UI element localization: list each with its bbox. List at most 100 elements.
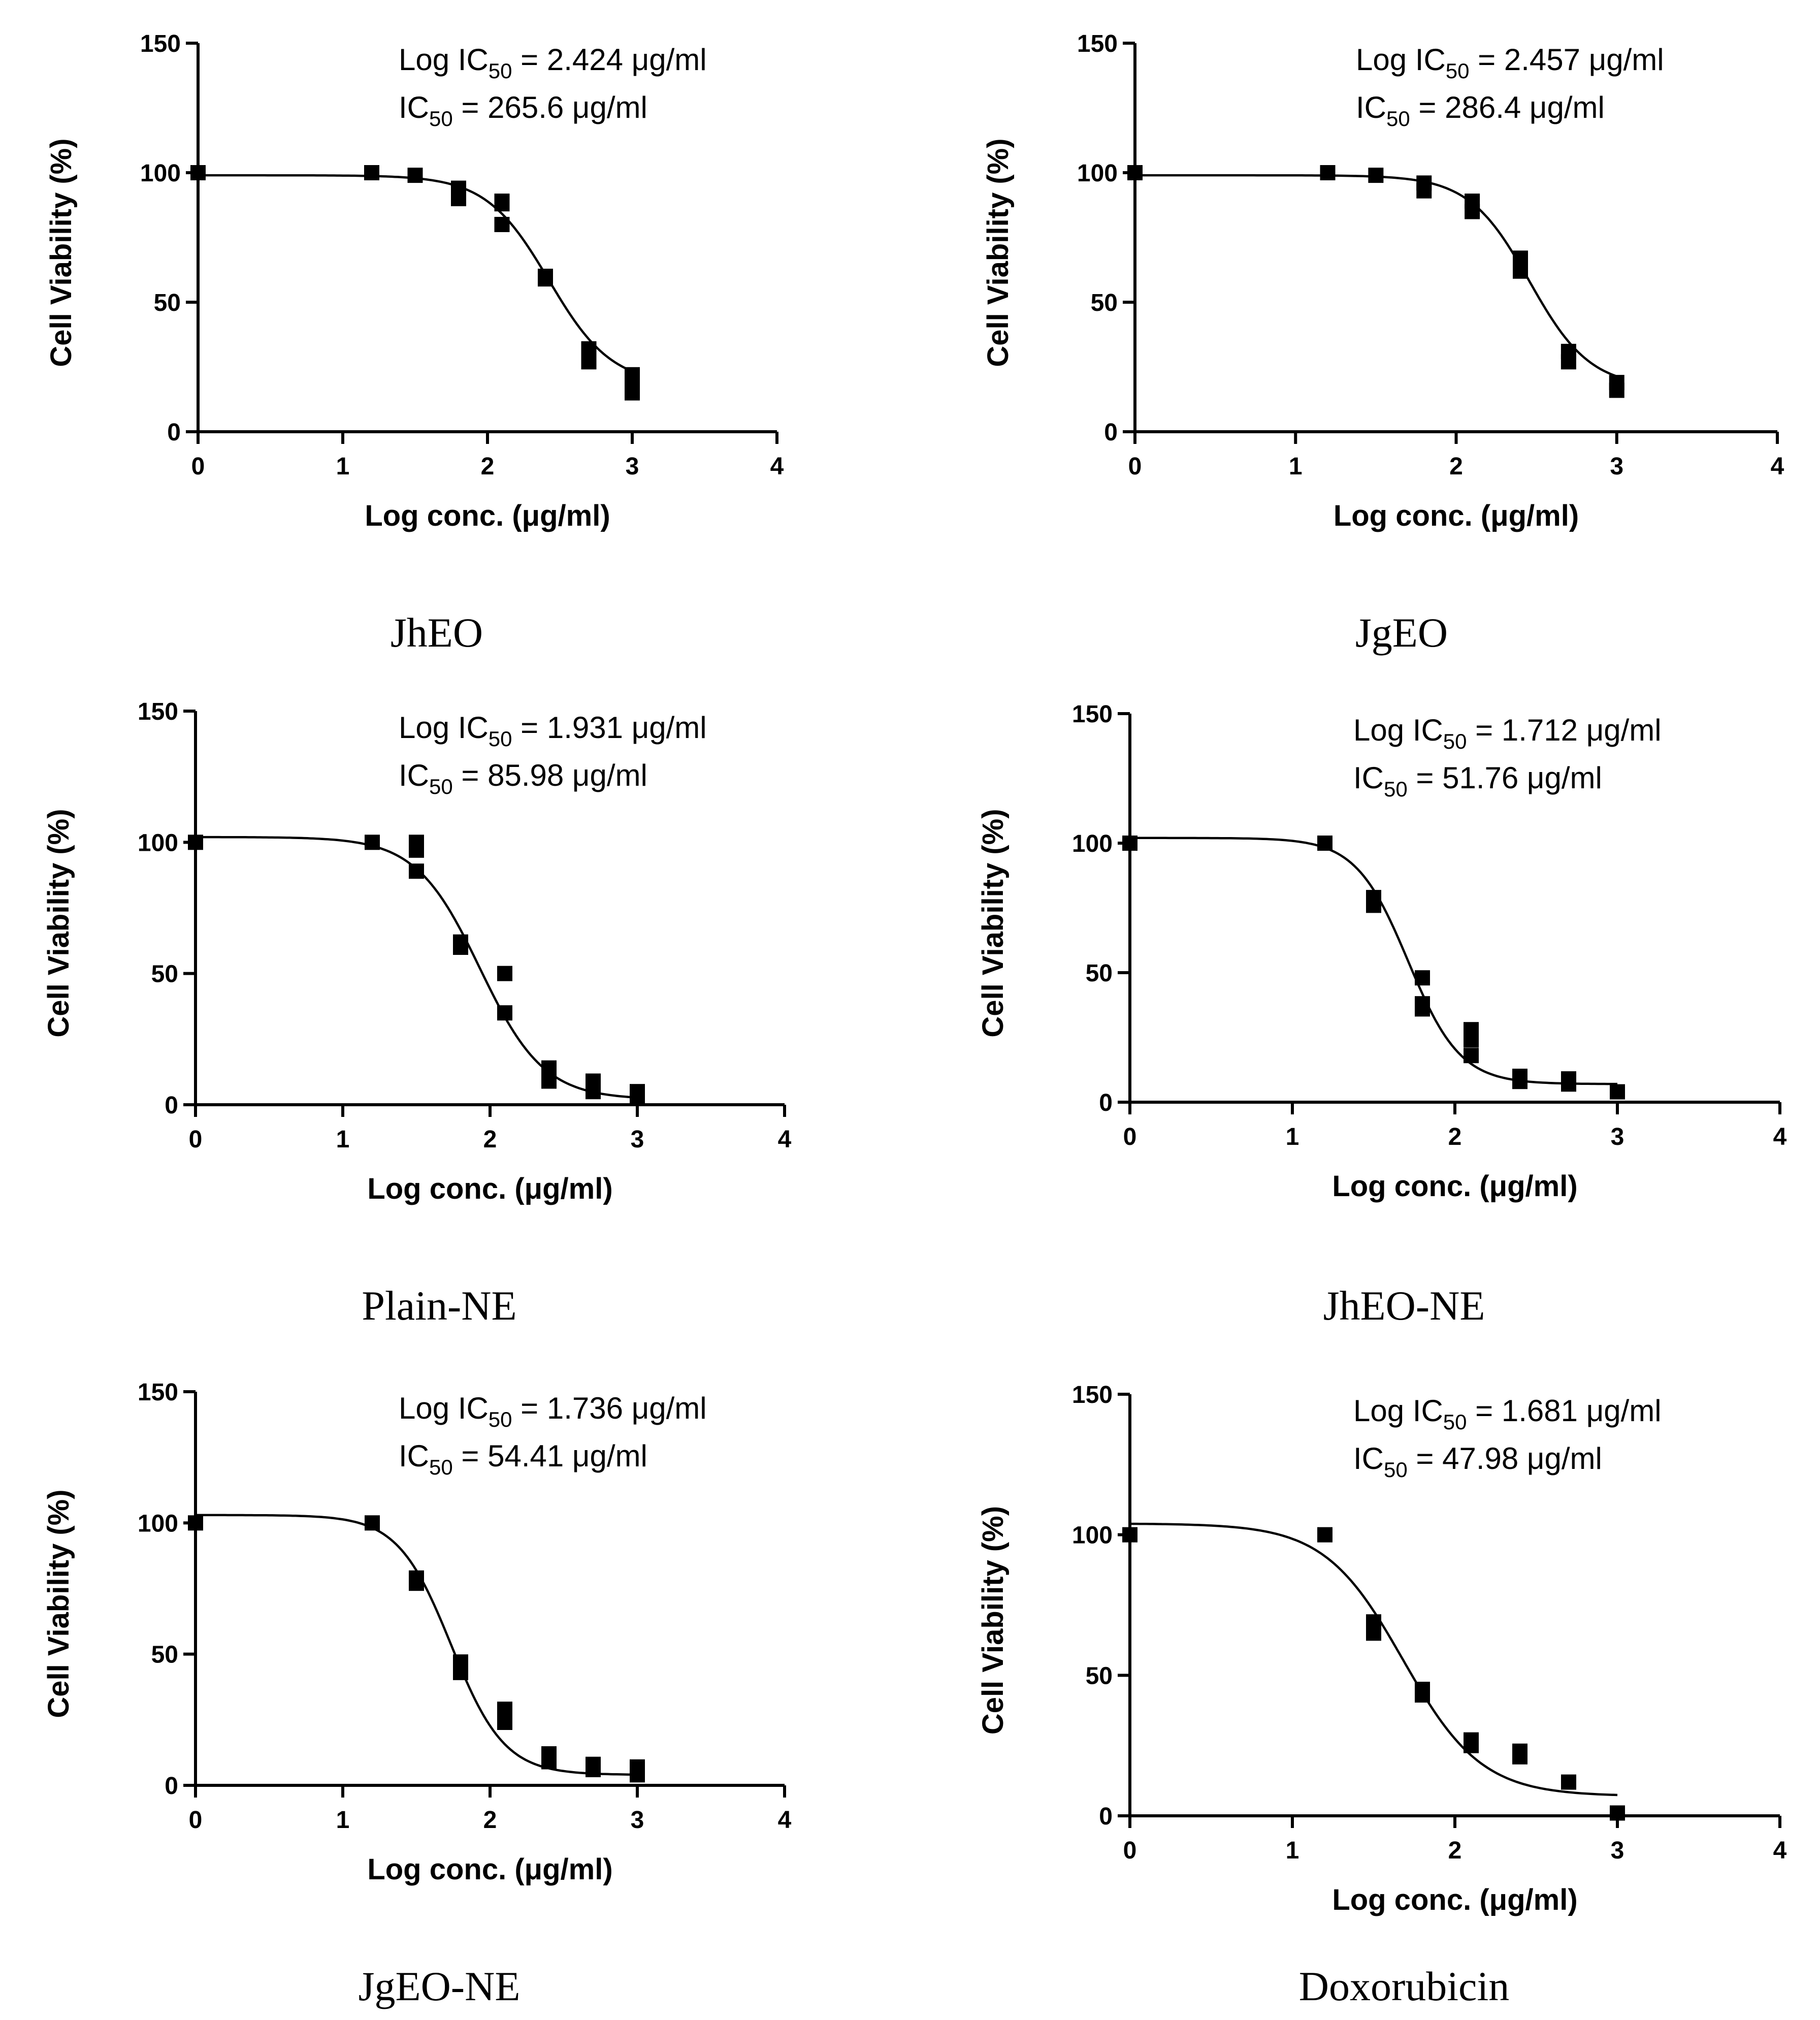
x-tick-label: 1: [1289, 453, 1303, 480]
log-ic50-annotation: Log IC50 = 1.931 μg/ml: [399, 711, 707, 751]
log-ic50-annotation: Log IC50 = 2.457 μg/ml: [1356, 43, 1664, 83]
y-tick-label: 50: [1086, 960, 1113, 987]
y-tick-label: 0: [165, 1092, 178, 1119]
data-points: [188, 835, 645, 1105]
annotation-subscript: 50: [1386, 107, 1410, 131]
ic50-annotation: IC50 = 85.98 μg/ml: [399, 758, 647, 798]
y-tick-label: 50: [1091, 290, 1118, 316]
x-tick-label: 0: [1123, 1837, 1137, 1864]
x-tick-label: 3: [631, 1126, 644, 1153]
y-axis-title: Cell Viability (%): [982, 138, 1015, 367]
data-point: [586, 1073, 601, 1089]
data-point: [453, 934, 468, 950]
panel-caption: JgEO-NE: [359, 1963, 521, 2009]
data-point: [1317, 836, 1332, 851]
data-point: [1465, 194, 1480, 209]
annotation-value: = 47.98 μg/ml: [1408, 1441, 1602, 1476]
data-point: [497, 1715, 512, 1730]
annotation-value: = 54.41 μg/ml: [453, 1439, 647, 1473]
data-points: [1122, 1527, 1625, 1821]
y-tick-label: 100: [138, 1510, 178, 1537]
data-points: [188, 1515, 645, 1783]
data-points: [190, 165, 640, 401]
fit-curve: [1130, 837, 1617, 1085]
annotation-value: = 1.681 μg/ml: [1467, 1394, 1662, 1428]
x-tick-label: 0: [1128, 453, 1142, 480]
data-point: [1561, 1774, 1576, 1790]
y-tick-label: 0: [1099, 1803, 1113, 1830]
ic50-annotation: IC50 = 51.76 μg/ml: [1353, 761, 1602, 801]
panel-caption: JgEO: [1355, 610, 1448, 656]
x-tick-label: 1: [1286, 1124, 1299, 1150]
data-point: [497, 1005, 512, 1021]
y-tick-label: 150: [138, 698, 178, 725]
y-tick-label: 100: [140, 160, 181, 187]
annotation-value: = 51.76 μg/ml: [1408, 761, 1602, 795]
data-points: [1122, 836, 1625, 1100]
x-tick-label: 2: [1449, 453, 1463, 480]
annotation-subscript: 50: [489, 1407, 512, 1431]
data-point: [625, 367, 640, 382]
annotation-text: Log IC: [1356, 43, 1446, 77]
ic50-annotation: IC50 = 54.41 μg/ml: [399, 1439, 647, 1479]
x-tick-label: 4: [1771, 453, 1784, 480]
x-axis-title: Log conc. (μg/ml): [1332, 1170, 1577, 1203]
panel-caption: Doxorubicin: [1299, 1963, 1509, 2009]
data-point: [453, 1654, 468, 1670]
x-tick-label: 3: [1610, 453, 1623, 480]
y-tick-label: 0: [165, 1773, 178, 1800]
annotation-subscript: 50: [429, 107, 453, 131]
fit-curve: [196, 1514, 638, 1776]
annotation-text: IC: [1353, 1441, 1384, 1476]
y-axis-title: Cell Viability (%): [977, 809, 1010, 1037]
x-axis-title: Log conc. (μg/ml): [1332, 1883, 1577, 1916]
annotation-subscript: 50: [1384, 777, 1408, 801]
data-point: [497, 1702, 512, 1717]
chart-panel-2: 0 50 100 150 0 1 2 3 4 Log conc. (μg/ml) Cell Viab…: [982, 30, 1784, 656]
x-tick-label: 2: [483, 1126, 497, 1153]
x-tick-label: 2: [1448, 1124, 1462, 1150]
x-axis-title: Log conc. (μg/ml): [367, 1172, 612, 1205]
annotation-value: = 85.98 μg/ml: [453, 758, 647, 792]
data-point: [1415, 996, 1430, 1012]
x-tick-label: 1: [1286, 1837, 1299, 1864]
x-tick-label: 4: [770, 453, 784, 480]
x-tick-label: 2: [481, 453, 495, 480]
annotation-text: IC: [399, 758, 429, 792]
x-tick-label: 0: [191, 453, 205, 480]
data-point: [581, 354, 597, 370]
data-point: [1127, 165, 1143, 180]
annotation-subscript: 50: [489, 727, 512, 751]
y-tick-label: 150: [138, 1379, 178, 1406]
y-tick-label: 100: [138, 829, 178, 856]
annotation-value: = 1.931 μg/ml: [512, 711, 707, 745]
x-tick-label: 0: [1123, 1124, 1137, 1150]
log-ic50-annotation: Log IC50 = 1.681 μg/ml: [1353, 1394, 1662, 1434]
data-point: [1366, 890, 1381, 906]
log-ic50-annotation: Log IC50 = 1.736 μg/ml: [399, 1391, 707, 1431]
annotation-value: = 2.457 μg/ml: [1470, 43, 1664, 77]
data-point: [188, 835, 203, 850]
y-tick-label: 0: [1099, 1089, 1113, 1116]
annotation-subscript: 50: [1446, 59, 1470, 83]
x-tick-label: 3: [631, 1807, 644, 1834]
x-axis-title: Log conc. (μg/ml): [367, 1853, 612, 1886]
data-point: [1464, 1732, 1479, 1748]
x-tick-label: 0: [189, 1807, 203, 1834]
data-point: [1317, 1527, 1332, 1543]
annotation-text: Log IC: [399, 711, 489, 745]
panel-caption: JhEO-NE: [1323, 1282, 1485, 1329]
data-point: [1122, 1527, 1138, 1543]
x-tick-label: 4: [1773, 1837, 1787, 1864]
annotation-text: IC: [1356, 90, 1386, 124]
annotation-subscript: 50: [1443, 729, 1467, 753]
data-point: [409, 863, 424, 879]
y-tick-label: 100: [1072, 1522, 1113, 1549]
annotation-subscript: 50: [429, 1455, 453, 1479]
x-tick-label: 3: [1611, 1124, 1624, 1150]
fit-curve: [1135, 174, 1617, 378]
annotation-subscript: 50: [1443, 1410, 1467, 1434]
data-point: [586, 1756, 601, 1772]
y-tick-label: 150: [1072, 1382, 1113, 1408]
